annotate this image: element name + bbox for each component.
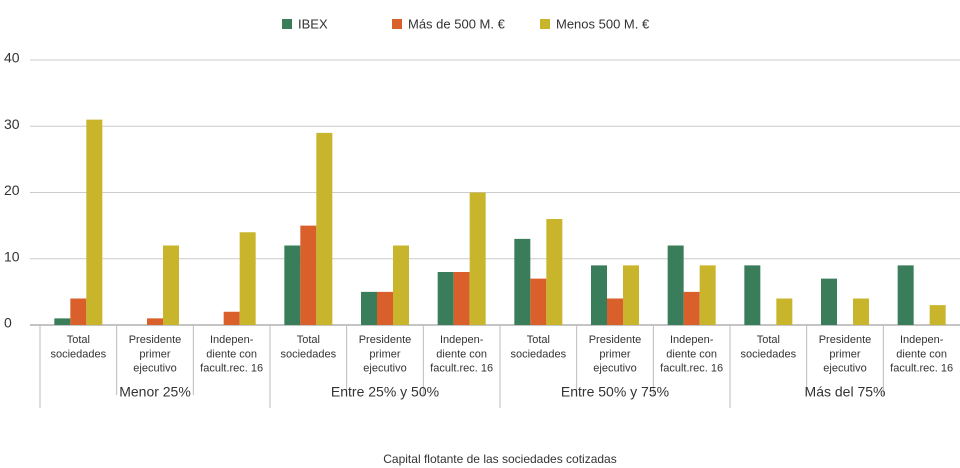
x-tick-label: Indepen-diente con facult.rec. 16 — [890, 334, 953, 375]
bar — [683, 291, 700, 325]
legend-label: Menos 500 M. € — [556, 16, 650, 31]
bar — [591, 265, 607, 325]
bar — [54, 318, 71, 325]
x-tick-label: Indepen-diente con facult.rec. 16 — [200, 334, 263, 375]
legend-swatch — [540, 19, 550, 29]
x-tick-label: Indepen-diente con facult.rec. 16 — [660, 334, 723, 375]
bar — [453, 272, 470, 325]
bar — [821, 278, 837, 325]
y-tick-label: 10 — [4, 248, 20, 264]
x-tick-label: Total sociedades — [281, 334, 337, 360]
bar — [284, 245, 301, 325]
legend-label: IBEX — [298, 16, 328, 31]
bar — [377, 291, 393, 325]
bar — [86, 119, 103, 325]
bar — [514, 238, 531, 325]
x-tick-label: Total sociedades — [741, 334, 797, 360]
bar — [546, 219, 563, 325]
bar — [70, 298, 87, 325]
bar — [667, 245, 684, 325]
x-tick-label: Presidente primer ejecutivo — [819, 334, 872, 375]
bar — [393, 245, 409, 325]
x-tick-label: Presidente primer ejecutivo — [129, 334, 182, 375]
x-tick-label: Total sociedades — [51, 334, 107, 360]
bar — [300, 225, 317, 325]
bar — [699, 265, 716, 325]
group-label: Más del 75% — [805, 384, 886, 400]
x-tick-label: Total sociedades — [511, 334, 567, 360]
y-tick-label: 20 — [4, 182, 20, 198]
bar — [776, 298, 793, 325]
x-tick-label: Indepen-diente con facult.rec. 16 — [430, 334, 493, 375]
bar — [853, 298, 869, 325]
y-tick-label: 40 — [4, 50, 20, 66]
group-label: Entre 50% y 75% — [561, 384, 669, 400]
x-tick-label: Presidente primer ejecutivo — [359, 334, 412, 375]
bar — [239, 232, 256, 325]
x-axis-title: Capital flotante de las sociedades cotiz… — [383, 452, 616, 466]
bar — [897, 265, 914, 325]
legend-label: Más de 500 M. € — [408, 16, 506, 31]
group-label: Menor 25% — [119, 384, 191, 400]
group-label: Entre 25% y 50% — [331, 384, 439, 400]
bar — [744, 265, 761, 325]
bar — [437, 272, 454, 325]
bar — [361, 291, 377, 325]
bar — [147, 318, 163, 325]
y-tick-label: 0 — [4, 315, 12, 331]
bar — [163, 245, 179, 325]
bar — [223, 311, 240, 325]
bar — [623, 265, 639, 325]
bar — [530, 278, 547, 325]
legend-swatch — [282, 19, 292, 29]
legend-swatch — [392, 19, 402, 29]
bar — [469, 192, 486, 325]
x-tick-label: Presidente primer ejecutivo — [589, 334, 642, 375]
bar — [607, 298, 623, 325]
bar — [929, 305, 946, 325]
y-tick-label: 30 — [4, 116, 20, 132]
bar — [316, 132, 333, 325]
